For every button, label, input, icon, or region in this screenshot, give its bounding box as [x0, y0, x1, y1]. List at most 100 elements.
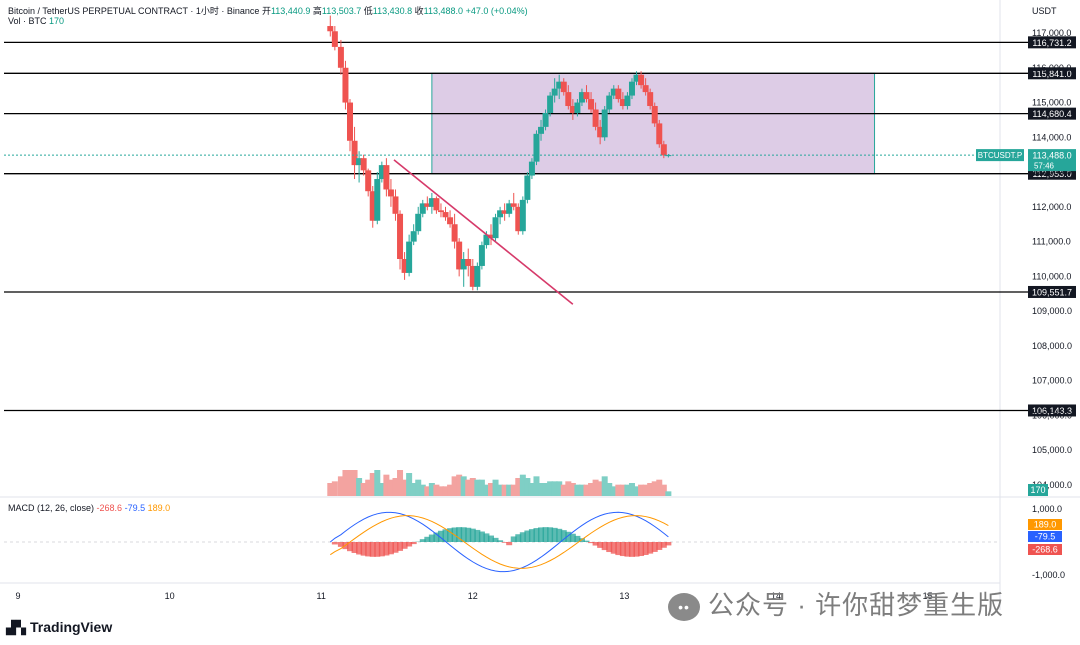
candle-body: [601, 109, 608, 138]
candle-body: [651, 106, 658, 124]
volume-bar: [506, 484, 513, 496]
candles: [327, 15, 672, 291]
volume-label: Vol · BTC: [8, 16, 47, 26]
macd-hist-bar: [588, 542, 595, 544]
tradingview-logo[interactable]: ▟▚ TradingView: [6, 619, 112, 636]
candle-body: [356, 158, 363, 166]
candle: [533, 130, 540, 166]
volume-bar: [469, 478, 476, 496]
candle-body: [437, 210, 444, 213]
level-label-5: 106,143.3: [1032, 406, 1072, 416]
macd-hist-bar: [583, 540, 590, 542]
symbol-label-bg: [976, 149, 1024, 162]
macd-hist-bar: [510, 536, 517, 542]
macd-hist-bar: [601, 542, 608, 551]
candle: [410, 224, 417, 246]
macd-hist-bar: [331, 542, 338, 545]
volume-bar: [442, 486, 449, 496]
y-tick-label-9: 108,000.0: [1032, 341, 1072, 351]
macd-hist-bar: [369, 542, 376, 557]
candle: [569, 99, 576, 120]
volume-bars: [327, 470, 672, 496]
wechat-icon: ••: [668, 593, 700, 622]
candle-body: [551, 88, 558, 96]
candle-body: [515, 206, 522, 232]
volume-value-bg: [1028, 484, 1048, 496]
macd-hist-bar: [460, 527, 467, 542]
x-tick-label-4: 13: [619, 591, 629, 601]
volume-bar: [447, 484, 454, 496]
x-tick-label-5: 14: [771, 591, 781, 601]
candle: [574, 99, 581, 117]
volume-bar: [456, 474, 463, 496]
candle: [510, 192, 517, 211]
volume-bar: [628, 483, 635, 496]
macd-line: [329, 511, 669, 573]
y-tick-label-7: 110,000.0: [1032, 271, 1071, 281]
candle-body: [560, 81, 567, 93]
candle: [392, 189, 399, 221]
macd-hist-bar: [356, 542, 363, 555]
x-tick-label-0: 9: [15, 591, 20, 601]
macd-hist-bar: [401, 542, 408, 549]
volume-bar: [578, 484, 585, 496]
candle-body: [337, 46, 344, 68]
macd-hist-bar: [397, 542, 404, 551]
volume-bar: [547, 481, 554, 496]
macd-hist-bar: [606, 542, 613, 553]
volume-bar: [497, 484, 504, 496]
ohlc-close: 113,488.0: [423, 6, 464, 16]
candle-body: [374, 179, 381, 221]
candle: [365, 168, 372, 197]
volume-bar: [565, 481, 572, 496]
candle-body: [533, 133, 540, 162]
candle-body: [656, 123, 663, 145]
volume-bar: [533, 476, 540, 496]
candle: [628, 78, 635, 100]
macd-hist-bar: [365, 542, 372, 557]
volume-bar: [569, 483, 576, 496]
macd-hist-bar: [551, 527, 558, 542]
volume-bar: [478, 479, 485, 496]
macd-hist-bar: [497, 540, 504, 542]
candle-body: [351, 140, 358, 166]
volume-bar: [465, 479, 472, 496]
candle-body: [633, 74, 640, 82]
candle: [337, 39, 344, 75]
candle: [478, 241, 485, 270]
volume-bar: [474, 479, 481, 496]
macd-hist-bar: [519, 532, 526, 542]
candle-body: [615, 88, 622, 100]
candle: [424, 196, 431, 211]
level-label-1: 115,841.0: [1032, 69, 1071, 79]
candle-body: [447, 217, 454, 225]
volume-header: Vol · BTC 170: [8, 16, 64, 26]
candle-body: [419, 203, 426, 214]
macd-hist-bar: [387, 542, 394, 555]
candle-body: [433, 198, 440, 211]
candle-body: [578, 92, 585, 103]
candle: [469, 259, 476, 291]
volume-bar: [410, 483, 417, 496]
candle-body: [428, 198, 435, 207]
candle-body: [528, 161, 535, 176]
last-price-label: 113,488.0: [1032, 151, 1071, 161]
ohlc-open: 113,440.9: [270, 6, 311, 16]
volume-bar: [615, 484, 622, 496]
level-label-bg-5: [1028, 404, 1076, 417]
macd-axis-label-0: 189.0: [1034, 520, 1057, 530]
candle: [369, 185, 376, 228]
macd-hist-bar: [501, 542, 508, 543]
macd-hist-bar: [524, 530, 531, 542]
candle-body: [383, 165, 390, 190]
volume-bar: [437, 486, 444, 496]
candle: [447, 210, 454, 228]
macd-hist-bar: [433, 532, 440, 542]
macd-hist-bar: [615, 542, 622, 556]
volume-bar: [401, 479, 408, 496]
candle-body: [406, 241, 413, 273]
y-tick-label-3: 114,000.0: [1032, 132, 1071, 142]
x-tick-label-6: 15: [923, 591, 933, 601]
currency-label[interactable]: USDT: [1032, 6, 1057, 16]
